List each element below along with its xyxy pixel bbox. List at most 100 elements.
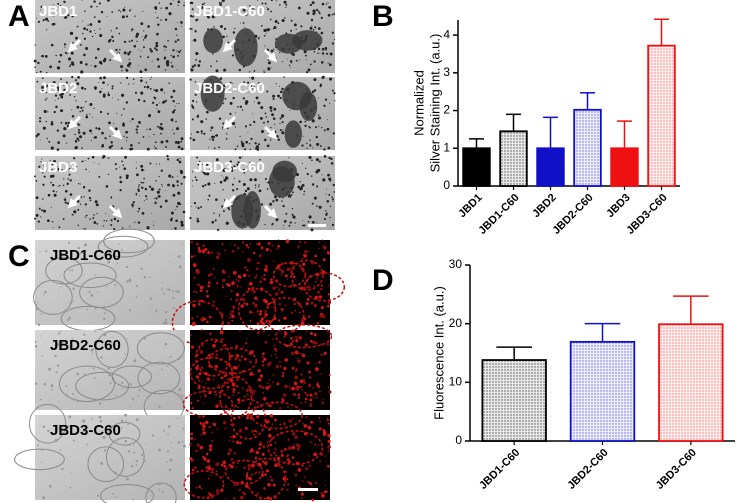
texture — [268, 433, 272, 438]
texture — [58, 184, 61, 187]
texture — [99, 419, 103, 423]
texture — [225, 176, 228, 179]
texture — [106, 220, 108, 222]
texture — [190, 436, 194, 440]
texture — [328, 177, 332, 181]
texture — [307, 220, 310, 223]
cell-outline — [183, 470, 225, 499]
texture — [195, 206, 197, 208]
texture — [161, 491, 164, 494]
texture — [220, 1, 223, 4]
texture — [229, 312, 232, 316]
bar — [647, 44, 676, 187]
texture — [303, 193, 305, 196]
texture — [221, 284, 224, 287]
texture — [221, 243, 224, 246]
texture — [259, 280, 262, 283]
texture — [281, 116, 284, 119]
texture — [160, 7, 162, 9]
texture — [222, 122, 225, 125]
texture — [319, 83, 323, 87]
texture — [175, 209, 177, 210]
texture — [272, 346, 275, 348]
texture — [244, 189, 248, 193]
texture — [131, 28, 134, 31]
texture — [210, 474, 212, 476]
texture — [327, 13, 331, 17]
texture — [123, 135, 125, 137]
texture — [263, 396, 267, 401]
texture — [296, 387, 300, 391]
texture — [249, 388, 253, 392]
texture — [237, 280, 240, 283]
texture — [83, 106, 85, 108]
texture — [309, 441, 312, 444]
texture — [168, 82, 170, 85]
texture — [149, 135, 151, 137]
texture — [328, 5, 332, 9]
texture — [217, 384, 220, 387]
texture — [279, 96, 282, 100]
texture — [249, 319, 252, 322]
texture — [305, 343, 308, 347]
texture — [128, 309, 131, 312]
texture — [52, 81, 56, 85]
texture — [307, 68, 311, 72]
texture — [328, 335, 330, 338]
texture — [178, 102, 180, 105]
texture — [144, 200, 146, 202]
texture — [90, 64, 92, 66]
texture — [227, 452, 230, 455]
texture — [200, 120, 204, 124]
texture — [110, 224, 113, 226]
texture — [43, 84, 46, 86]
texture — [222, 210, 225, 213]
texture — [174, 391, 176, 393]
texture — [212, 300, 215, 303]
texture — [277, 288, 281, 291]
texture — [170, 441, 173, 444]
texture — [249, 416, 253, 420]
texture — [253, 86, 255, 88]
texture — [126, 64, 130, 68]
texture — [309, 339, 313, 343]
texture — [212, 343, 216, 348]
cell — [28, 403, 67, 444]
micrograph — [14, 403, 186, 503]
texture — [257, 414, 259, 416]
texture — [65, 142, 68, 144]
texture — [190, 68, 194, 72]
texture — [233, 165, 236, 168]
texture — [228, 316, 231, 319]
texture — [305, 330, 308, 333]
texture — [50, 384, 54, 388]
texture — [125, 15, 129, 18]
texture — [252, 373, 255, 376]
texture — [83, 274, 85, 276]
texture — [37, 220, 40, 223]
texture — [329, 205, 332, 208]
texture — [76, 82, 80, 86]
texture — [304, 241, 307, 244]
texture — [275, 83, 277, 85]
texture — [50, 206, 52, 208]
texture — [131, 203, 134, 207]
texture — [327, 464, 330, 468]
texture — [42, 198, 44, 200]
texture — [206, 355, 209, 357]
texture — [268, 379, 271, 382]
texture — [149, 48, 152, 51]
texture — [282, 61, 284, 63]
texture — [160, 132, 162, 135]
texture — [179, 203, 182, 206]
texture — [291, 208, 294, 210]
arrow-head — [222, 42, 233, 53]
texture — [197, 207, 200, 210]
texture — [301, 257, 304, 260]
texture — [193, 64, 197, 67]
texture — [318, 241, 321, 243]
texture — [231, 383, 236, 387]
texture — [124, 413, 128, 417]
texture — [42, 183, 45, 186]
texture — [272, 483, 276, 487]
